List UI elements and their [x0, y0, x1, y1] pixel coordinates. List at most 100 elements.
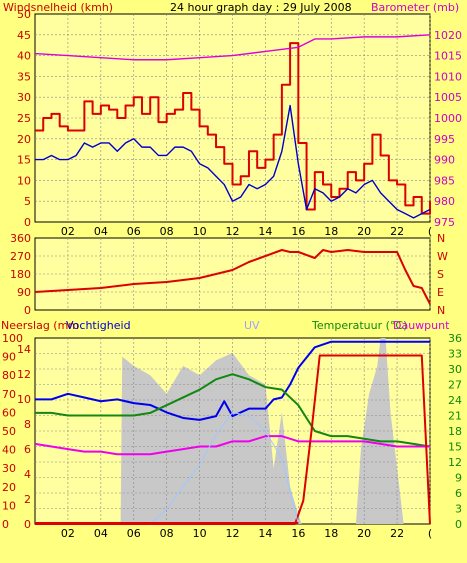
- x-tick-label: 10: [193, 225, 207, 238]
- x-tick-label: 08: [160, 527, 174, 540]
- compass-tick-label: E: [437, 286, 444, 299]
- temperature-tick-label: 21: [448, 410, 462, 423]
- temperature-axis-label: Temperatuur (°C): [311, 319, 407, 332]
- barometer-axis-label: Barometer (mb): [371, 1, 459, 14]
- compass-tick-label: N: [437, 232, 445, 245]
- humidity-line: [35, 340, 430, 421]
- temperature-line: [35, 373, 431, 448]
- x-tick-label: 02: [61, 225, 75, 238]
- barometer-tick-label: 985: [434, 174, 455, 187]
- wind-tick-label: 0: [24, 216, 31, 229]
- barometer-tick-label: 995: [434, 133, 455, 146]
- temperature-tick-label: 36: [448, 332, 462, 345]
- compass-tick-label: S: [437, 268, 444, 281]
- barometer-tick-label: 1015: [434, 50, 462, 63]
- temperature-tick-label: 0: [455, 518, 462, 531]
- x-tick-label: 06: [127, 225, 141, 238]
- temperature-tick-label: 27: [448, 379, 462, 392]
- direction-tick-label: 90: [17, 286, 31, 299]
- temperature-tick-label: 12: [448, 456, 462, 469]
- temperature-tick-label: 18: [448, 425, 462, 438]
- humidity-tick-label: 40: [2, 444, 16, 457]
- x-tick-label: 08: [160, 225, 174, 238]
- direction-tick-label: 360: [10, 232, 31, 245]
- compass-tick-label: W: [437, 250, 448, 263]
- direction-tick-label: 270: [10, 250, 31, 263]
- humidity-tick-label: 10: [2, 499, 16, 512]
- wind-tick-label: 5: [24, 195, 31, 208]
- barometer-tick-label: 1010: [434, 70, 462, 83]
- uv-line: [149, 411, 299, 525]
- x-tick-label: 20: [357, 225, 371, 238]
- wind-tick-label: 20: [17, 133, 31, 146]
- humidity-tick-label: 60: [2, 406, 16, 419]
- wind-tick-label: 15: [17, 154, 31, 167]
- wind-tick-label: 50: [17, 8, 31, 21]
- x-tick-label: (: [428, 527, 432, 540]
- x-tick-label: 12: [226, 527, 240, 540]
- humidity-tick-label: 20: [2, 481, 16, 494]
- barometer-tick-label: 980: [434, 195, 455, 208]
- compass-tick-label: N: [437, 304, 445, 317]
- wind-gust-line: [35, 42, 431, 215]
- wind-axis-label: Windsnelheid (kmh): [3, 1, 113, 14]
- barometer-line: [34, 34, 431, 61]
- rain-tick-label: 14: [17, 343, 31, 356]
- uv-axis-label: UV: [244, 319, 260, 332]
- barometer-tick-label: 990: [434, 154, 455, 167]
- x-tick-label: 10: [193, 527, 207, 540]
- x-tick-label: 06: [127, 527, 141, 540]
- chart-title: 24 hour graph day : 29 July 2008: [170, 1, 352, 14]
- x-tick-label: 04: [94, 225, 108, 238]
- humidity-tick-label: 50: [2, 425, 16, 438]
- humidity-tick-label: 100: [2, 332, 23, 345]
- temperature-tick-label: 3: [455, 503, 462, 516]
- wind-tick-label: 25: [17, 112, 31, 125]
- barometer-tick-label: 975: [434, 216, 455, 229]
- temperature-tick-label: 33: [448, 348, 462, 361]
- temperature-tick-label: 30: [448, 363, 462, 376]
- dewpoint-line: [34, 435, 430, 456]
- rain-axis-label: Neerslag (mm: [1, 319, 79, 332]
- solar-radiation-area: [120, 352, 302, 524]
- x-tick-label: 22: [390, 225, 404, 238]
- direction-tick-label: 180: [10, 268, 31, 281]
- x-tick-label: 02: [61, 527, 75, 540]
- humidity-tick-label: 90: [2, 351, 16, 364]
- temperature-tick-label: 9: [455, 472, 462, 485]
- x-tick-label: 04: [94, 527, 108, 540]
- barometer-tick-label: 1005: [434, 91, 462, 104]
- wind-tick-label: 40: [17, 50, 31, 63]
- temperature-tick-label: 6: [455, 487, 462, 500]
- rain-tick-label: 4: [24, 468, 31, 481]
- temperature-tick-label: 15: [448, 441, 462, 454]
- rain-tick-label: 2: [24, 493, 31, 506]
- x-tick-label: 14: [258, 225, 272, 238]
- rain-tick-label: 10: [17, 393, 31, 406]
- x-tick-label: (: [428, 225, 432, 238]
- x-tick-label: 18: [324, 225, 338, 238]
- rain-line: [35, 354, 431, 525]
- x-tick-label: 20: [357, 527, 371, 540]
- temperature-tick-label: 24: [448, 394, 462, 407]
- x-tick-label: 18: [324, 527, 338, 540]
- barometer-tick-label: 1000: [434, 112, 462, 125]
- wind-tick-label: 10: [17, 174, 31, 187]
- barometer-tick-label: 1020: [434, 29, 462, 42]
- rain-tick-label: 6: [24, 443, 31, 456]
- humidity-tick-label: 30: [2, 462, 16, 475]
- rain-tick-label: 8: [24, 418, 31, 431]
- humidity-axis-label: Vochtigheid: [66, 319, 131, 332]
- x-tick-label: 12: [226, 225, 240, 238]
- x-tick-label: 16: [291, 225, 305, 238]
- x-tick-label: 14: [258, 527, 272, 540]
- rain-tick-label: 12: [17, 368, 31, 381]
- x-tick-label: 16: [291, 527, 305, 540]
- rain-tick-label: 0: [24, 518, 31, 531]
- wind-tick-label: 30: [17, 91, 31, 104]
- wind-tick-label: 45: [17, 29, 31, 42]
- wind-speed-line: [35, 104, 431, 219]
- wind-tick-label: 35: [17, 70, 31, 83]
